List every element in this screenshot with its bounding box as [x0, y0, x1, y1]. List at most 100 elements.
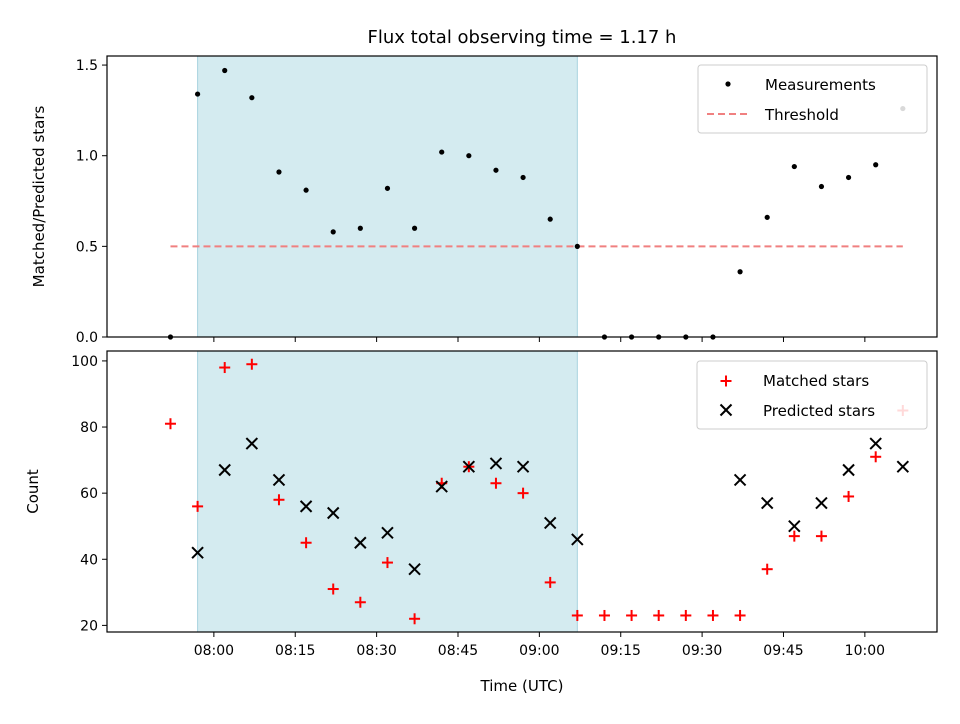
matched-star-point	[734, 609, 746, 621]
y-tick-label: 80	[80, 420, 98, 436]
matched-star-point	[192, 500, 204, 512]
y-tick-label: 0.5	[76, 239, 98, 255]
top-axes-frame	[106, 55, 938, 338]
legend-matched-stars: Matched stars	[763, 372, 869, 390]
measurement-point	[357, 225, 363, 231]
matched-star-point	[653, 609, 665, 621]
matched-star-point	[490, 477, 502, 489]
predicted-stars-legend-marker	[719, 403, 733, 417]
x-tick-label: 09:45	[763, 643, 803, 659]
legend-threshold: Threshold	[764, 106, 839, 124]
measurement-point	[276, 169, 282, 175]
legend-predicted-stars: Predicted stars	[763, 402, 875, 420]
predicted-star-point	[462, 460, 476, 473]
measurement-point	[411, 225, 418, 231]
matched-star-point	[409, 613, 421, 625]
measurement-point	[303, 187, 309, 193]
measurement-point	[737, 269, 743, 275]
predicted-star-point	[272, 473, 286, 487]
predicted-star-point	[435, 480, 448, 493]
top-legend-box	[697, 64, 928, 134]
measurement-point	[330, 229, 336, 235]
chart-title: Flux total observing time = 1.17 h	[368, 27, 677, 48]
matched-star-point	[707, 609, 719, 621]
x-tick-label: 09:15	[601, 643, 641, 659]
x-tick-label: 10:00	[845, 643, 885, 659]
measurement-point	[222, 67, 228, 74]
matched-star-point	[219, 362, 231, 374]
matched-star-point	[870, 451, 882, 463]
predicted-star-point	[354, 536, 367, 549]
predicted-star-point	[788, 520, 801, 533]
predicted-star-point	[869, 437, 882, 450]
predicted-star-point	[733, 473, 747, 487]
predicted-star-point	[842, 463, 855, 477]
matched-star-point	[626, 609, 638, 621]
predicted-star-point	[516, 460, 530, 473]
measurement-point	[764, 214, 770, 220]
y-tick-label: 1.5	[76, 58, 98, 74]
matched-star-point	[164, 418, 176, 430]
y-tick-label: 1.0	[76, 149, 98, 165]
matched-star-point	[815, 530, 827, 542]
matched-star-point	[843, 490, 855, 502]
measurement-point	[194, 91, 201, 97]
x-tick-label: 08:30	[356, 643, 396, 659]
predicted-star-point	[896, 460, 910, 473]
observing-interval-shade	[197, 351, 578, 632]
matched-star-point	[273, 494, 285, 506]
predicted-star-point	[408, 562, 421, 576]
x-axis-label: Time (UTC)	[480, 677, 564, 695]
predicted-star-point	[191, 546, 204, 559]
measurement-point	[439, 149, 445, 155]
bottom-panel: 20 40 60 80 100 08:00 08:15 08:30 08:45 09:00 09:…	[24, 350, 938, 695]
predicted-star-point	[381, 526, 394, 540]
x-tick-label: 08:00	[194, 643, 234, 659]
measurement-point	[791, 163, 797, 170]
observing-interval-shade	[197, 56, 578, 337]
x-tick-label: 08:15	[275, 643, 315, 659]
predicted-star-point	[299, 500, 313, 513]
legend-cross	[719, 403, 733, 417]
matched-star-point	[300, 537, 312, 549]
matched-star-point	[327, 583, 339, 595]
bottom-legend: Matched stars Predicted stars	[696, 360, 928, 430]
matched-star-point	[788, 530, 800, 542]
measurements-legend-marker	[725, 81, 731, 87]
legend-plus	[720, 375, 732, 387]
x-tick-label: 09:30	[682, 643, 722, 659]
bottom-legend-box	[696, 360, 928, 430]
matched-star-point	[761, 563, 773, 575]
top-legend: Measurements Threshold	[697, 64, 928, 134]
predicted-star-point	[815, 496, 828, 510]
predicted-star-point	[327, 506, 340, 520]
predicted-star-point	[245, 437, 259, 450]
measurement-point	[466, 153, 472, 159]
bottom-y-axis-label: Count	[24, 469, 42, 514]
top-y-axis-label: Matched/Predicted stars	[30, 106, 48, 288]
y-tick-label: 0.0	[76, 330, 98, 346]
x-tick-label: 08:45	[438, 643, 478, 659]
measurement-point	[574, 243, 580, 249]
matched-star-point	[517, 487, 529, 499]
matched-star-point	[354, 596, 366, 608]
predicted-star-point	[218, 463, 231, 477]
predicted-star-point	[760, 496, 774, 510]
measurement-point	[547, 216, 553, 222]
measurement-point	[873, 162, 879, 168]
measurement-point	[845, 174, 852, 181]
measurement-point	[493, 167, 499, 173]
measurement-point	[249, 95, 255, 101]
x-tick-label: 09:00	[519, 643, 559, 659]
bottom-axes-frame	[106, 350, 938, 633]
matched-star-point	[571, 609, 583, 621]
matched-star-point	[598, 609, 610, 621]
y-tick-label: 60	[80, 486, 98, 502]
legend-measurements: Measurements	[765, 76, 876, 94]
y-tick-label: 100	[71, 354, 98, 370]
predicted-star-point	[544, 516, 557, 530]
matched-star-point	[246, 358, 258, 370]
predicted-star-point	[571, 533, 584, 546]
matched-star-point	[544, 576, 556, 588]
